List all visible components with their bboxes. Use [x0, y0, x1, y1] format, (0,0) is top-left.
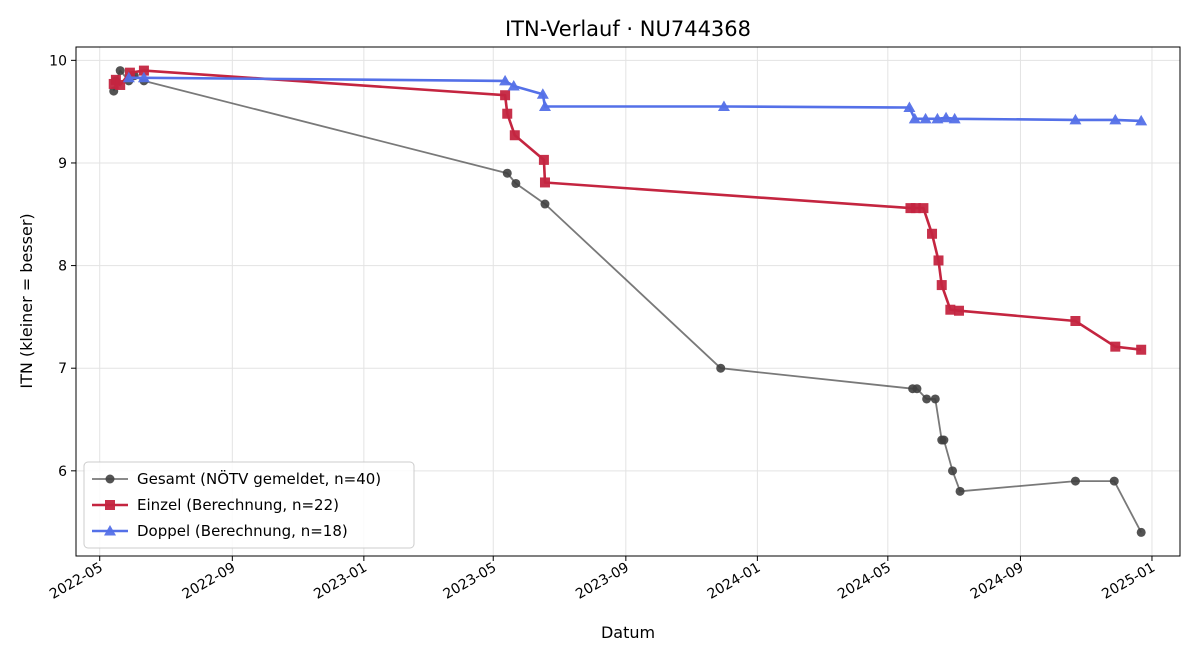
- y-tick-label: 7: [58, 361, 67, 377]
- data-point: [1070, 315, 1081, 326]
- x-tick-label: 2023-01: [311, 560, 370, 603]
- data-point: [927, 228, 938, 239]
- x-tick-label: 2024-05: [835, 560, 894, 603]
- legend-item: Gesamt (NÖTV gemeldet, n=40): [92, 469, 381, 488]
- data-point: [137, 71, 150, 83]
- legend-label: Gesamt (NÖTV gemeldet, n=40): [137, 469, 381, 488]
- data-point: [945, 304, 956, 315]
- y-tick-label: 9: [58, 156, 67, 172]
- data-point: [955, 486, 965, 496]
- x-tick-label: 2022-05: [47, 560, 106, 603]
- data-point: [717, 100, 730, 112]
- data-point: [499, 74, 512, 86]
- series-square: [108, 65, 1147, 355]
- data-point: [536, 88, 549, 99]
- grid-layer: [76, 47, 1180, 556]
- data-point: [1069, 113, 1082, 125]
- data-point: [922, 394, 932, 404]
- series-layer: [108, 65, 1148, 537]
- data-point: [538, 154, 549, 165]
- y-tick-label: 8: [58, 259, 67, 275]
- data-point: [1109, 113, 1122, 125]
- legend-marker: [105, 474, 115, 484]
- y-tick-label: 6: [58, 464, 67, 480]
- x-tick-label: 2024-09: [968, 560, 1027, 603]
- data-point: [936, 280, 947, 291]
- x-axis-label: Datum: [601, 623, 655, 642]
- data-point: [115, 79, 126, 90]
- data-point: [953, 305, 964, 316]
- y-axis: 6 7 8 9 10: [49, 53, 76, 480]
- data-point: [948, 112, 961, 124]
- data-point: [939, 435, 949, 445]
- data-point: [1136, 527, 1146, 537]
- x-tick-label: 2023-05: [441, 560, 500, 603]
- data-point: [500, 90, 511, 101]
- legend-item: Einzel (Berechnung, n=22): [92, 496, 339, 514]
- data-point: [1136, 344, 1147, 355]
- chart-title: ITN-Verlauf · NU744368: [505, 17, 751, 41]
- data-point: [908, 112, 921, 124]
- legend-frame: [83, 461, 415, 549]
- data-point: [538, 100, 551, 112]
- data-point: [903, 101, 916, 113]
- x-tick-label: 2024-01: [705, 560, 764, 603]
- data-point: [1110, 341, 1121, 352]
- data-point: [122, 71, 135, 83]
- data-point: [931, 112, 944, 124]
- legend: Gesamt (NÖTV gemeldet, n=40) Einzel (Bere…: [83, 461, 415, 549]
- data-point: [502, 108, 513, 119]
- legend-marker: [105, 500, 115, 510]
- data-point: [910, 203, 921, 214]
- data-point: [124, 67, 135, 78]
- data-point: [919, 112, 932, 124]
- data-point: [933, 255, 944, 266]
- data-point: [1070, 476, 1080, 486]
- data-point: [138, 65, 149, 76]
- data-point: [918, 203, 929, 214]
- x-tick-label: 2025-01: [1099, 560, 1158, 603]
- data-point: [912, 384, 922, 394]
- data-point: [1109, 476, 1119, 486]
- data-point: [930, 394, 940, 404]
- data-point: [940, 111, 953, 123]
- data-point: [110, 74, 121, 85]
- data-point: [905, 203, 916, 214]
- y-axis-label: ITN (kleiner = besser): [17, 213, 36, 388]
- data-point: [511, 178, 521, 188]
- series-triangle: [122, 71, 1148, 126]
- data-point: [539, 177, 550, 188]
- legend-label: Einzel (Berechnung, n=22): [137, 496, 339, 514]
- plot-frame: [75, 46, 1181, 557]
- data-point: [502, 168, 512, 178]
- data-point: [1135, 114, 1148, 126]
- y-tick-label: 10: [49, 53, 67, 69]
- data-point: [716, 363, 726, 373]
- data-point: [507, 79, 520, 91]
- data-point: [115, 66, 125, 76]
- x-axis: 2022-05 2022-09 2023-01 2023-05 2023-09 2024-…: [47, 556, 1158, 603]
- data-point: [540, 199, 550, 209]
- legend-item: Doppel (Berechnung, n=18): [92, 522, 348, 540]
- data-point: [509, 130, 520, 141]
- x-tick-label: 2023-09: [573, 560, 632, 603]
- legend-label: Doppel (Berechnung, n=18): [137, 522, 348, 540]
- x-tick-label: 2022-09: [180, 560, 239, 603]
- data-point: [948, 466, 958, 476]
- series-line: [128, 76, 1142, 123]
- legend-marker: [104, 525, 116, 536]
